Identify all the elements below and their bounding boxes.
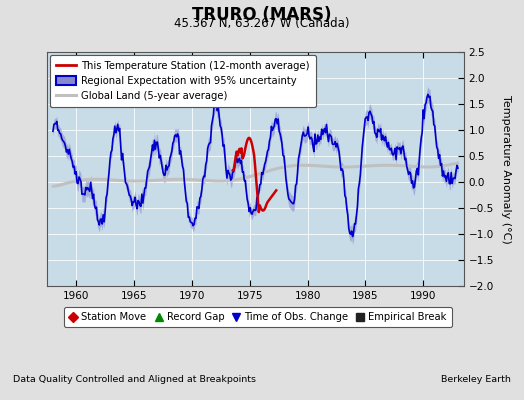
Text: 45.367 N, 63.267 W (Canada): 45.367 N, 63.267 W (Canada): [174, 17, 350, 30]
Text: Data Quality Controlled and Aligned at Breakpoints: Data Quality Controlled and Aligned at B…: [13, 375, 256, 384]
Legend: Station Move, Record Gap, Time of Obs. Change, Empirical Break: Station Move, Record Gap, Time of Obs. C…: [64, 307, 452, 327]
Text: Berkeley Earth: Berkeley Earth: [441, 375, 511, 384]
Text: TRURO (MARS): TRURO (MARS): [192, 6, 332, 24]
Y-axis label: Temperature Anomaly (°C): Temperature Anomaly (°C): [501, 95, 511, 243]
Legend: This Temperature Station (12-month average), Regional Expectation with 95% uncer: This Temperature Station (12-month avera…: [50, 55, 315, 107]
